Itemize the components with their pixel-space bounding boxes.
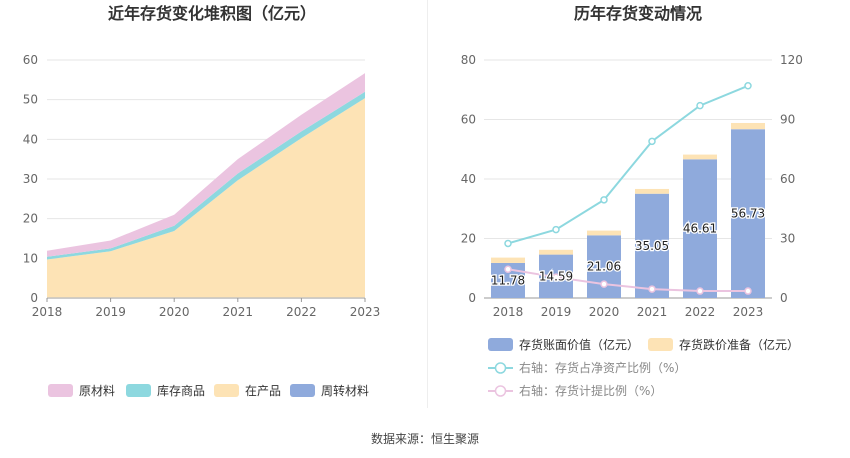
left-y-tick-label: 0 <box>30 291 38 305</box>
line-point-3 <box>552 273 560 281</box>
left-legend-swatch <box>48 384 73 397</box>
right-legend-label: 存货跌价准备（亿元） <box>679 337 799 352</box>
left-area-1 <box>47 98 365 298</box>
bar-impairment-provision <box>539 249 573 255</box>
bar-data-label: 46.61 <box>683 222 717 236</box>
right-y-tick-label: 20 <box>461 232 476 246</box>
right-x-tick-label: 2019 <box>541 305 572 319</box>
bar-book-value <box>731 129 765 298</box>
line-point-3 <box>504 265 512 273</box>
right-legend-marker <box>494 362 507 374</box>
left-x-tick-label: 2020 <box>159 305 190 319</box>
right-y-tick-label: 60 <box>461 113 476 127</box>
right-x-tick-label: 2022 <box>685 305 716 319</box>
left-legend-label: 在产品 <box>245 384 281 398</box>
line-point-3 <box>696 287 704 295</box>
left-y-tick-label: 50 <box>23 93 38 107</box>
right-legend-swatch <box>648 338 673 351</box>
line-series-3 <box>507 268 748 293</box>
line-point-3 <box>648 285 656 293</box>
right-x-tick-label: 2023 <box>733 305 764 319</box>
line-point-2 <box>744 82 752 90</box>
bar-impairment-provision <box>587 230 621 236</box>
right-y-tick-label: 40 <box>461 172 476 186</box>
bar-book-value <box>683 159 717 298</box>
line-point-2 <box>600 196 608 204</box>
left-x-tick-label: 2022 <box>286 305 317 319</box>
line-series-2 <box>507 84 749 245</box>
line-point-2 <box>648 137 656 146</box>
left-y-tick-label: 10 <box>23 251 38 265</box>
bar-book-value <box>635 193 669 298</box>
left-legend-swatch <box>290 384 315 397</box>
left-x-tick-label: 2018 <box>32 305 63 319</box>
right-y-tick-label: 0 <box>468 291 476 305</box>
line-point-2 <box>504 239 512 248</box>
left-chart-title: 近年存货变化堆积图（亿元） <box>108 4 316 23</box>
left-y-tick-label: 60 <box>23 53 38 67</box>
bar-data-label: 14.59 <box>539 269 573 283</box>
right-y2-tick-label: 0 <box>780 291 788 305</box>
bar-impairment-provision <box>635 188 669 194</box>
right-y2-tick-label: 60 <box>780 172 795 186</box>
right-y2-tick-label: 30 <box>780 232 795 246</box>
right-y2-tick-label: 90 <box>780 113 795 127</box>
data-source-footer: 数据来源：恒生聚源 <box>370 432 479 446</box>
line-point-3 <box>744 287 752 295</box>
left-y-tick-label: 20 <box>23 212 38 226</box>
left-x-tick-label: 2021 <box>223 305 254 319</box>
left-legend-label: 库存商品 <box>157 383 205 398</box>
right-x-tick-label: 2018 <box>493 305 524 319</box>
left-x-tick-label: 2019 <box>95 305 126 319</box>
line-point-2 <box>552 225 560 234</box>
right-legend-label: 存货账面价值（亿元） <box>519 337 639 352</box>
panel-divider <box>427 0 428 408</box>
right-legend-marker <box>494 385 507 397</box>
right-legend-swatch <box>488 338 513 351</box>
left-y-tick-label: 30 <box>23 172 38 186</box>
bar-data-label: 21.06 <box>587 260 621 274</box>
bar-data-label: 56.73 <box>731 207 765 221</box>
bar-data-label: 35.05 <box>635 239 669 253</box>
left-legend-label: 周转材料 <box>321 383 369 398</box>
left-legend-label: 原材料 <box>79 384 115 398</box>
line-point-2 <box>696 101 704 110</box>
right-x-tick-label: 2020 <box>589 305 620 319</box>
right-y-tick-label: 80 <box>461 53 476 67</box>
right-x-tick-label: 2021 <box>637 305 668 319</box>
left-legend-swatch <box>126 384 151 397</box>
bar-impairment-provision <box>491 257 525 263</box>
right-legend-label: 右轴：存货占净资产比例（%） <box>519 360 686 375</box>
left-y-tick-label: 40 <box>23 132 38 146</box>
bar-impairment-provision <box>683 154 717 160</box>
right-legend-label: 右轴：存货计提比例（%） <box>519 383 662 398</box>
right-chart-title: 历年存货变动情况 <box>574 4 702 23</box>
left-x-tick-label: 2023 <box>350 305 381 319</box>
bar-data-label: 11.78 <box>491 273 525 287</box>
line-point-3 <box>600 280 608 288</box>
left-legend-swatch <box>214 384 239 397</box>
right-y2-tick-label: 120 <box>780 53 803 67</box>
bar-impairment-provision <box>731 122 765 130</box>
